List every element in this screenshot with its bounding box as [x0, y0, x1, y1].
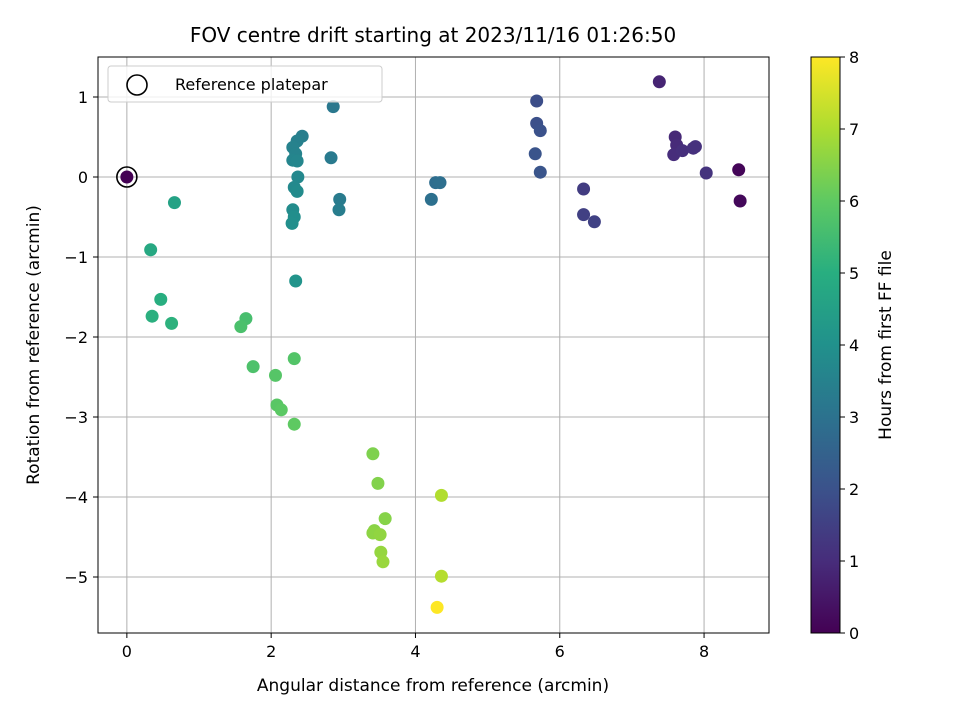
y-axis-label: Rotation from reference (arcmin) — [24, 205, 44, 485]
x-tick-label: 2 — [266, 642, 276, 661]
data-point — [324, 151, 338, 165]
data-point — [165, 316, 179, 330]
axis-ticks: 0 2 4 6 810−1−2−3−4−5 — [64, 88, 709, 661]
colorbar-tick-label: 3 — [849, 408, 859, 427]
data-point — [144, 243, 158, 257]
data-point — [528, 147, 542, 161]
reference-platepar-marker — [116, 166, 138, 188]
data-point — [434, 488, 448, 502]
data-point — [167, 196, 181, 210]
y-tick-label: −2 — [64, 328, 88, 347]
data-point — [333, 192, 347, 206]
colorbar-tick-label: 2 — [849, 480, 859, 499]
colorbar-tick-label: 6 — [849, 192, 859, 211]
data-point — [246, 360, 260, 374]
data-point — [424, 192, 438, 206]
y-tick-label: 0 — [78, 168, 88, 187]
data-point — [290, 154, 304, 168]
data-point — [234, 320, 248, 334]
y-tick-label: −3 — [64, 408, 88, 427]
data-point — [733, 194, 747, 208]
colorbar-tick-label: 8 — [849, 48, 859, 67]
legend: Reference platepar — [107, 65, 383, 103]
data-point — [366, 447, 380, 461]
data-point — [289, 274, 303, 288]
colorbar-tick-label: 0 — [849, 624, 859, 643]
data-point — [587, 215, 601, 229]
data-point — [530, 94, 544, 108]
x-tick-label: 6 — [555, 642, 565, 661]
data-point — [688, 140, 702, 154]
data-point — [577, 208, 591, 222]
plot-area — [98, 57, 769, 633]
data-point — [268, 368, 282, 382]
data-point — [433, 176, 447, 190]
data-point — [120, 170, 134, 184]
data-point — [378, 512, 392, 526]
x-axis-label: Angular distance from reference (arcmin) — [257, 676, 609, 696]
data-point — [533, 165, 547, 179]
colorbar: 0 1 2 3 4 5 6 7 8 Hours from first FF file — [810, 48, 896, 643]
data-point — [376, 555, 390, 569]
x-tick-label: 8 — [699, 642, 709, 661]
data-point — [291, 170, 305, 184]
data-point — [290, 184, 304, 198]
colorbar-tick-label: 5 — [849, 264, 859, 283]
data-point — [154, 292, 168, 306]
data-point — [285, 216, 299, 230]
data-point — [287, 352, 301, 366]
legend-label: Reference platepar — [175, 75, 328, 94]
colorbar-tick-label: 1 — [849, 552, 859, 571]
plot-frame — [97, 56, 770, 634]
data-point — [434, 569, 448, 583]
data-points — [116, 75, 747, 614]
legend-box — [107, 65, 383, 103]
data-point — [577, 182, 591, 196]
x-tick-label: 4 — [410, 642, 420, 661]
data-point — [675, 144, 689, 158]
data-point — [699, 166, 713, 180]
data-point — [371, 476, 385, 490]
data-point — [732, 163, 746, 177]
y-tick-label: −4 — [64, 488, 88, 507]
data-point — [326, 100, 340, 114]
data-point — [274, 403, 288, 417]
data-point — [373, 528, 387, 542]
data-point — [332, 203, 346, 217]
y-tick-label: −5 — [64, 568, 88, 587]
data-point — [430, 600, 444, 614]
colorbar-gradient — [810, 56, 841, 634]
legend-marker-open-circle — [126, 74, 148, 96]
colorbar-label: Hours from first FF file — [876, 250, 896, 440]
y-tick-label: 1 — [78, 88, 88, 107]
chart-title: FOV centre drift starting at 2023/11/16 … — [190, 23, 676, 47]
colorbar-tick-label: 7 — [849, 120, 859, 139]
colorbar-ticks: 0 1 2 3 4 5 6 7 8 — [840, 48, 859, 643]
x-tick-label: 0 — [122, 642, 132, 661]
data-point — [287, 417, 301, 431]
colorbar-tick-label: 4 — [849, 336, 859, 355]
y-tick-label: −1 — [64, 248, 88, 267]
data-point — [652, 75, 666, 89]
data-point — [533, 124, 547, 138]
data-point — [145, 309, 159, 323]
